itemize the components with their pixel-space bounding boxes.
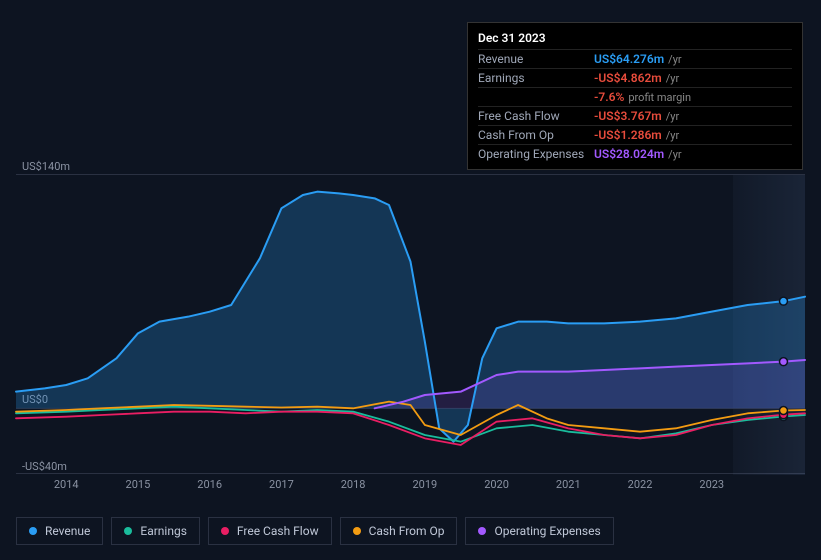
legend-swatch — [353, 527, 361, 535]
financial-chart: US$140mUS$0-US$40m 201420152016201720182… — [16, 160, 805, 480]
legend-item-cfo[interactable]: Cash From Op — [340, 517, 458, 545]
x-axis-label: 2014 — [54, 478, 79, 491]
legend-swatch — [221, 527, 229, 535]
tooltip-row: Earnings-US$4.862m/yr — [478, 68, 792, 87]
tooltip-row: Cash From Op-US$1.286m/yr — [478, 125, 792, 144]
tooltip-row-label: Revenue — [478, 52, 594, 66]
legend-swatch — [29, 527, 37, 535]
tooltip-row: -7.6% profit margin — [478, 87, 792, 106]
tooltip-date: Dec 31 2023 — [478, 29, 792, 49]
tooltip-row-value: US$28.024m — [594, 147, 664, 161]
x-axis-label: 2016 — [197, 478, 222, 491]
tooltip-row: Free Cash Flow-US$3.767m/yr — [478, 106, 792, 125]
tooltip-row-value: US$64.276m — [594, 52, 664, 66]
tooltip-row-value: -7.6% — [594, 90, 624, 104]
tooltip-row-label: Cash From Op — [478, 128, 594, 142]
legend-label: Operating Expenses — [494, 524, 600, 538]
legend-label: Cash From Op — [369, 524, 445, 538]
tooltip-row-suffix: /yr — [666, 129, 679, 142]
x-axis-label: 2015 — [126, 478, 151, 491]
x-axis-label: 2022 — [628, 478, 653, 491]
legend-label: Free Cash Flow — [237, 524, 319, 538]
legend: Revenue Earnings Free Cash Flow Cash From O… — [16, 517, 614, 545]
legend-label: Earnings — [140, 524, 187, 538]
legend-label: Revenue — [45, 524, 90, 538]
plot-area[interactable] — [16, 174, 805, 474]
x-axis-label: 2021 — [556, 478, 581, 491]
x-axis-label: 2017 — [269, 478, 294, 491]
legend-swatch — [478, 527, 486, 535]
tooltip-row-suffix: /yr — [666, 72, 679, 85]
tooltip-row-value: -US$4.862m — [594, 71, 662, 85]
x-axis-label: 2020 — [484, 478, 509, 491]
tooltip-row-value: -US$1.286m — [594, 128, 662, 142]
tooltip-row-suffix: profit margin — [628, 91, 691, 104]
x-axis-label: 2018 — [341, 478, 366, 491]
tooltip-row-suffix: /yr — [666, 110, 679, 123]
legend-item-earnings[interactable]: Earnings — [111, 517, 200, 545]
tooltip-row-value: -US$3.767m — [594, 109, 662, 123]
legend-item-opex[interactable]: Operating Expenses — [465, 517, 613, 545]
tooltip-row-label: Free Cash Flow — [478, 109, 594, 123]
tooltip-row: RevenueUS$64.276m/yr — [478, 49, 792, 68]
x-axis-label: 2023 — [699, 478, 724, 491]
tooltip-row-label: Earnings — [478, 71, 594, 85]
tooltip-row-suffix: /yr — [668, 148, 681, 161]
chart-tooltip: Dec 31 2023 RevenueUS$64.276m/yrEarnings… — [467, 22, 803, 170]
legend-item-fcf[interactable]: Free Cash Flow — [208, 517, 332, 545]
tooltip-row: Operating ExpensesUS$28.024m/yr — [478, 144, 792, 163]
tooltip-row-suffix: /yr — [668, 53, 681, 66]
tooltip-row-label: Operating Expenses — [478, 147, 594, 161]
legend-item-revenue[interactable]: Revenue — [16, 517, 103, 545]
y-axis-label: US$140m — [22, 160, 70, 173]
x-axis-label: 2019 — [412, 478, 437, 491]
legend-swatch — [124, 527, 132, 535]
